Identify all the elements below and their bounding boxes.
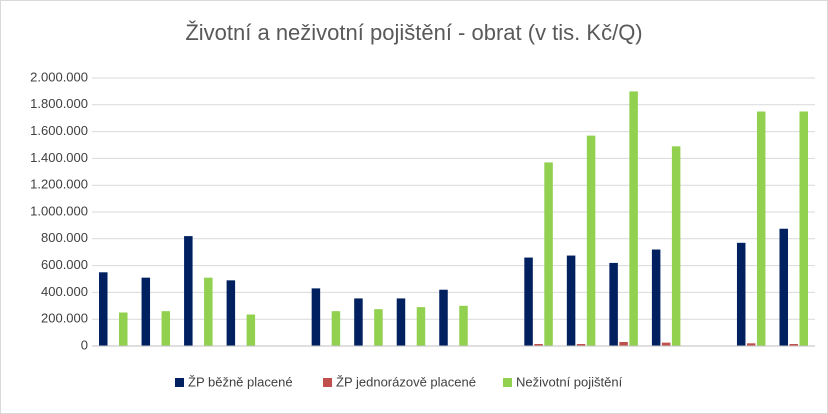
bar xyxy=(396,298,406,346)
bar xyxy=(756,111,766,346)
bar xyxy=(746,343,756,346)
bar xyxy=(141,277,151,346)
bar xyxy=(99,272,108,346)
bar xyxy=(779,228,788,346)
y-tick-label: 200.000 xyxy=(41,311,88,326)
y-tick-label: 1.600.000 xyxy=(30,123,88,138)
legend-swatch xyxy=(503,378,512,387)
bar xyxy=(204,277,213,346)
bar xyxy=(354,298,363,346)
chart-title: Životní a neživotní pojištění - obrat (v… xyxy=(185,20,642,45)
bar xyxy=(586,135,596,346)
y-tick-label: 0 xyxy=(81,337,88,352)
bar xyxy=(799,111,808,346)
bar xyxy=(566,255,576,346)
bar xyxy=(161,311,171,346)
bar xyxy=(226,280,236,346)
bar xyxy=(184,236,193,346)
legend-swatch xyxy=(323,378,332,387)
bar xyxy=(331,311,341,346)
legend-label: ŽP jednorázově placené xyxy=(336,374,476,389)
legend-swatch xyxy=(175,378,184,387)
bar xyxy=(374,309,383,346)
bar xyxy=(789,343,798,346)
y-tick-label: 1.200.000 xyxy=(30,177,88,192)
bar xyxy=(439,289,448,346)
bar xyxy=(609,262,618,346)
bar xyxy=(619,341,628,346)
bar xyxy=(661,342,671,346)
bar xyxy=(629,91,638,347)
bar xyxy=(311,288,321,346)
y-tick-label: 2.000.000 xyxy=(30,69,88,84)
y-tick-label: 800.000 xyxy=(41,230,88,245)
y-tick-label: 600.000 xyxy=(41,257,88,272)
y-tick-label: 1.800.000 xyxy=(30,96,88,111)
bar xyxy=(736,242,746,346)
bar xyxy=(544,162,553,346)
bar xyxy=(119,312,128,346)
bar xyxy=(246,314,256,346)
legend-label: Neživotní pojištění xyxy=(516,374,623,389)
bar xyxy=(524,257,533,346)
bar xyxy=(459,305,468,346)
y-tick-label: 400.000 xyxy=(41,284,88,299)
y-tick-label: 1.400.000 xyxy=(30,150,88,165)
bar xyxy=(534,343,543,346)
bar xyxy=(651,249,661,346)
bar xyxy=(671,146,681,346)
bar xyxy=(576,343,586,346)
y-tick-label: 1.000.000 xyxy=(30,203,88,218)
bar xyxy=(416,307,426,346)
legend-label: ŽP běžně placené xyxy=(188,374,293,389)
